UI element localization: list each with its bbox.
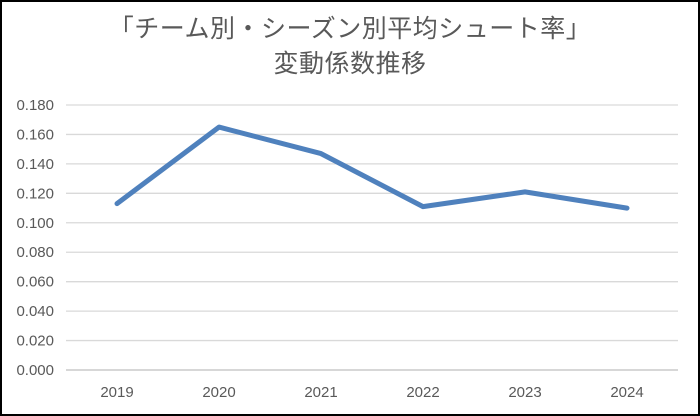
gridlines	[66, 104, 678, 371]
x-tick-label: 2021	[304, 384, 337, 401]
data-series-line	[114, 124, 630, 211]
y-tick-label: 0.020	[16, 333, 54, 350]
y-axis-labels: 0.180 0.160 0.140 0.120 0.100 0.080 0.060 0.040…	[16, 97, 54, 379]
y-tick-label: 0.000	[16, 362, 54, 379]
x-tick-label: 2024	[610, 384, 643, 401]
y-tick-label: 0.160	[16, 126, 54, 143]
y-tick-label: 0.140	[16, 156, 54, 173]
y-tick-label: 0.040	[16, 303, 54, 320]
x-tick-label: 2020	[202, 384, 235, 401]
chart-title: 「チーム別・シーズン別平均シュート率」 変動係数推移	[0, 12, 700, 82]
x-tick-label: 2022	[406, 384, 439, 401]
y-tick-label: 0.060	[16, 274, 54, 291]
y-tick-label: 0.120	[16, 185, 54, 202]
series-polyline	[114, 124, 630, 211]
chart-title-line-2: 変動係数推移	[273, 50, 427, 78]
x-axis-labels: 2019 2020 2021 2022 2023 2024	[100, 384, 643, 401]
y-tick-label: 0.080	[16, 244, 54, 261]
y-tick-label: 0.180	[16, 97, 54, 114]
chart-title-line-1: 「チーム別・シーズン別平均シュート率」	[108, 15, 592, 43]
x-tick-label: 2023	[508, 384, 541, 401]
y-tick-label: 0.100	[16, 215, 54, 232]
x-tick-label: 2019	[100, 384, 133, 401]
